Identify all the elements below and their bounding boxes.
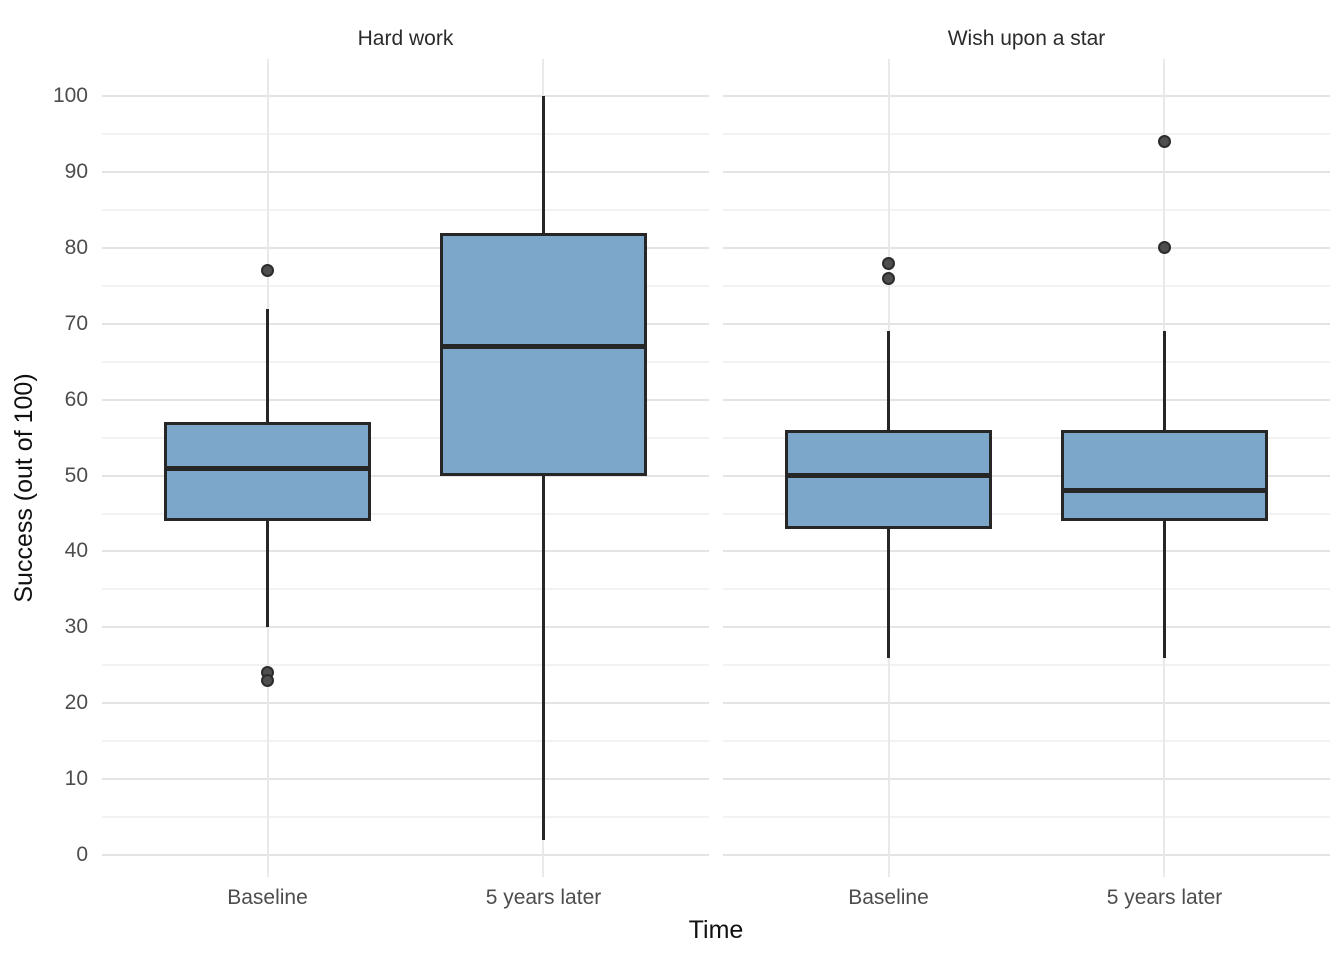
y-axis-tick-labels: 0 10 20 30 40 50 60 70 80 90 100 — [0, 0, 88, 960]
facet-panel-hard-work — [102, 59, 709, 877]
upper-whisker — [541, 96, 545, 233]
y-tick-label-70: 70 — [64, 311, 88, 335]
x-tick-label: 5 years later — [1106, 886, 1223, 909]
major-gridline-20 — [723, 702, 1330, 705]
upper-whisker — [887, 331, 891, 431]
y-tick-label-50: 50 — [64, 463, 88, 487]
y-tick-label-60: 60 — [64, 387, 88, 411]
y-tick-label-20: 20 — [64, 691, 88, 715]
y-tick-label-100: 100 — [52, 84, 88, 108]
minor-gridline — [723, 740, 1330, 743]
minor-gridline — [102, 360, 709, 363]
outlier-point — [261, 673, 275, 687]
upper-whisker — [1162, 331, 1166, 431]
minor-gridline — [102, 588, 709, 591]
major-gridline-0 — [102, 853, 709, 856]
minor-gridline — [102, 436, 709, 439]
major-gridline-10 — [723, 778, 1330, 781]
major-gridline-70 — [723, 322, 1330, 325]
minor-gridline — [102, 284, 709, 287]
major-gridline-20 — [102, 702, 709, 705]
major-gridline-50 — [723, 474, 1330, 477]
box-iqr — [785, 430, 993, 529]
major-gridline-100 — [102, 95, 709, 98]
major-gridline-30 — [102, 626, 709, 629]
major-gridline-40 — [723, 550, 1330, 553]
major-gridline-80 — [102, 246, 709, 249]
lower-whisker — [887, 528, 891, 658]
box-iqr — [164, 422, 372, 522]
facet-title-wish-upon-a-star: Wish upon a star — [947, 27, 1106, 50]
major-gridline-60 — [723, 398, 1330, 401]
box-iqr — [439, 232, 647, 476]
y-tick-label-40: 40 — [64, 539, 88, 563]
major-gridline-80 — [723, 246, 1330, 249]
major-gridline-0 — [723, 853, 1330, 856]
median-line — [1060, 488, 1268, 494]
minor-gridline — [102, 209, 709, 211]
median-line — [785, 473, 993, 479]
y-tick-label-90: 90 — [64, 160, 88, 184]
major-gridline-60 — [102, 398, 709, 401]
facet-panel-wish-upon-a-star — [723, 59, 1330, 877]
major-gridline-90 — [723, 171, 1330, 174]
minor-gridline — [102, 664, 709, 667]
outlier-point — [882, 271, 896, 285]
outlier-point — [261, 264, 275, 278]
y-tick-label-0: 0 — [76, 842, 88, 866]
major-gridline-30 — [723, 626, 1330, 629]
lower-whisker — [266, 521, 270, 628]
box-iqr — [1060, 430, 1268, 522]
major-gridline-70 — [102, 322, 709, 325]
median-line — [439, 344, 647, 350]
x-tick-label: Baseline — [848, 886, 929, 909]
major-gridline-50 — [102, 474, 709, 477]
minor-gridline — [723, 133, 1330, 136]
major-gridline-10 — [102, 778, 709, 781]
y-tick-label-10: 10 — [64, 767, 88, 791]
y-tick-label-80: 80 — [64, 235, 88, 259]
median-line — [164, 465, 372, 471]
minor-gridline — [102, 512, 709, 515]
minor-gridline — [102, 133, 709, 136]
lower-whisker — [1162, 521, 1166, 658]
minor-gridline — [723, 209, 1330, 211]
upper-whisker — [266, 308, 270, 423]
x-tick-label: 5 years later — [485, 886, 602, 909]
major-gridline-90 — [102, 171, 709, 174]
x-tick-label: Baseline — [227, 886, 308, 909]
major-gridline-100 — [723, 95, 1330, 98]
minor-gridline — [723, 588, 1330, 591]
minor-gridline — [102, 816, 709, 819]
y-tick-label-30: 30 — [64, 615, 88, 639]
facet-title-hard-work: Hard work — [357, 27, 454, 50]
outlier-point — [882, 256, 896, 270]
minor-gridline — [102, 740, 709, 743]
minor-gridline — [723, 664, 1330, 667]
x-axis-title: Time — [688, 916, 744, 944]
outlier-point — [1157, 241, 1171, 255]
minor-gridline — [723, 512, 1330, 515]
minor-gridline — [723, 816, 1330, 819]
outlier-point — [1157, 135, 1171, 149]
lower-whisker — [541, 475, 545, 840]
minor-gridline — [723, 360, 1330, 363]
major-gridline-40 — [102, 550, 709, 553]
minor-gridline — [723, 284, 1330, 287]
minor-gridline — [723, 436, 1330, 439]
